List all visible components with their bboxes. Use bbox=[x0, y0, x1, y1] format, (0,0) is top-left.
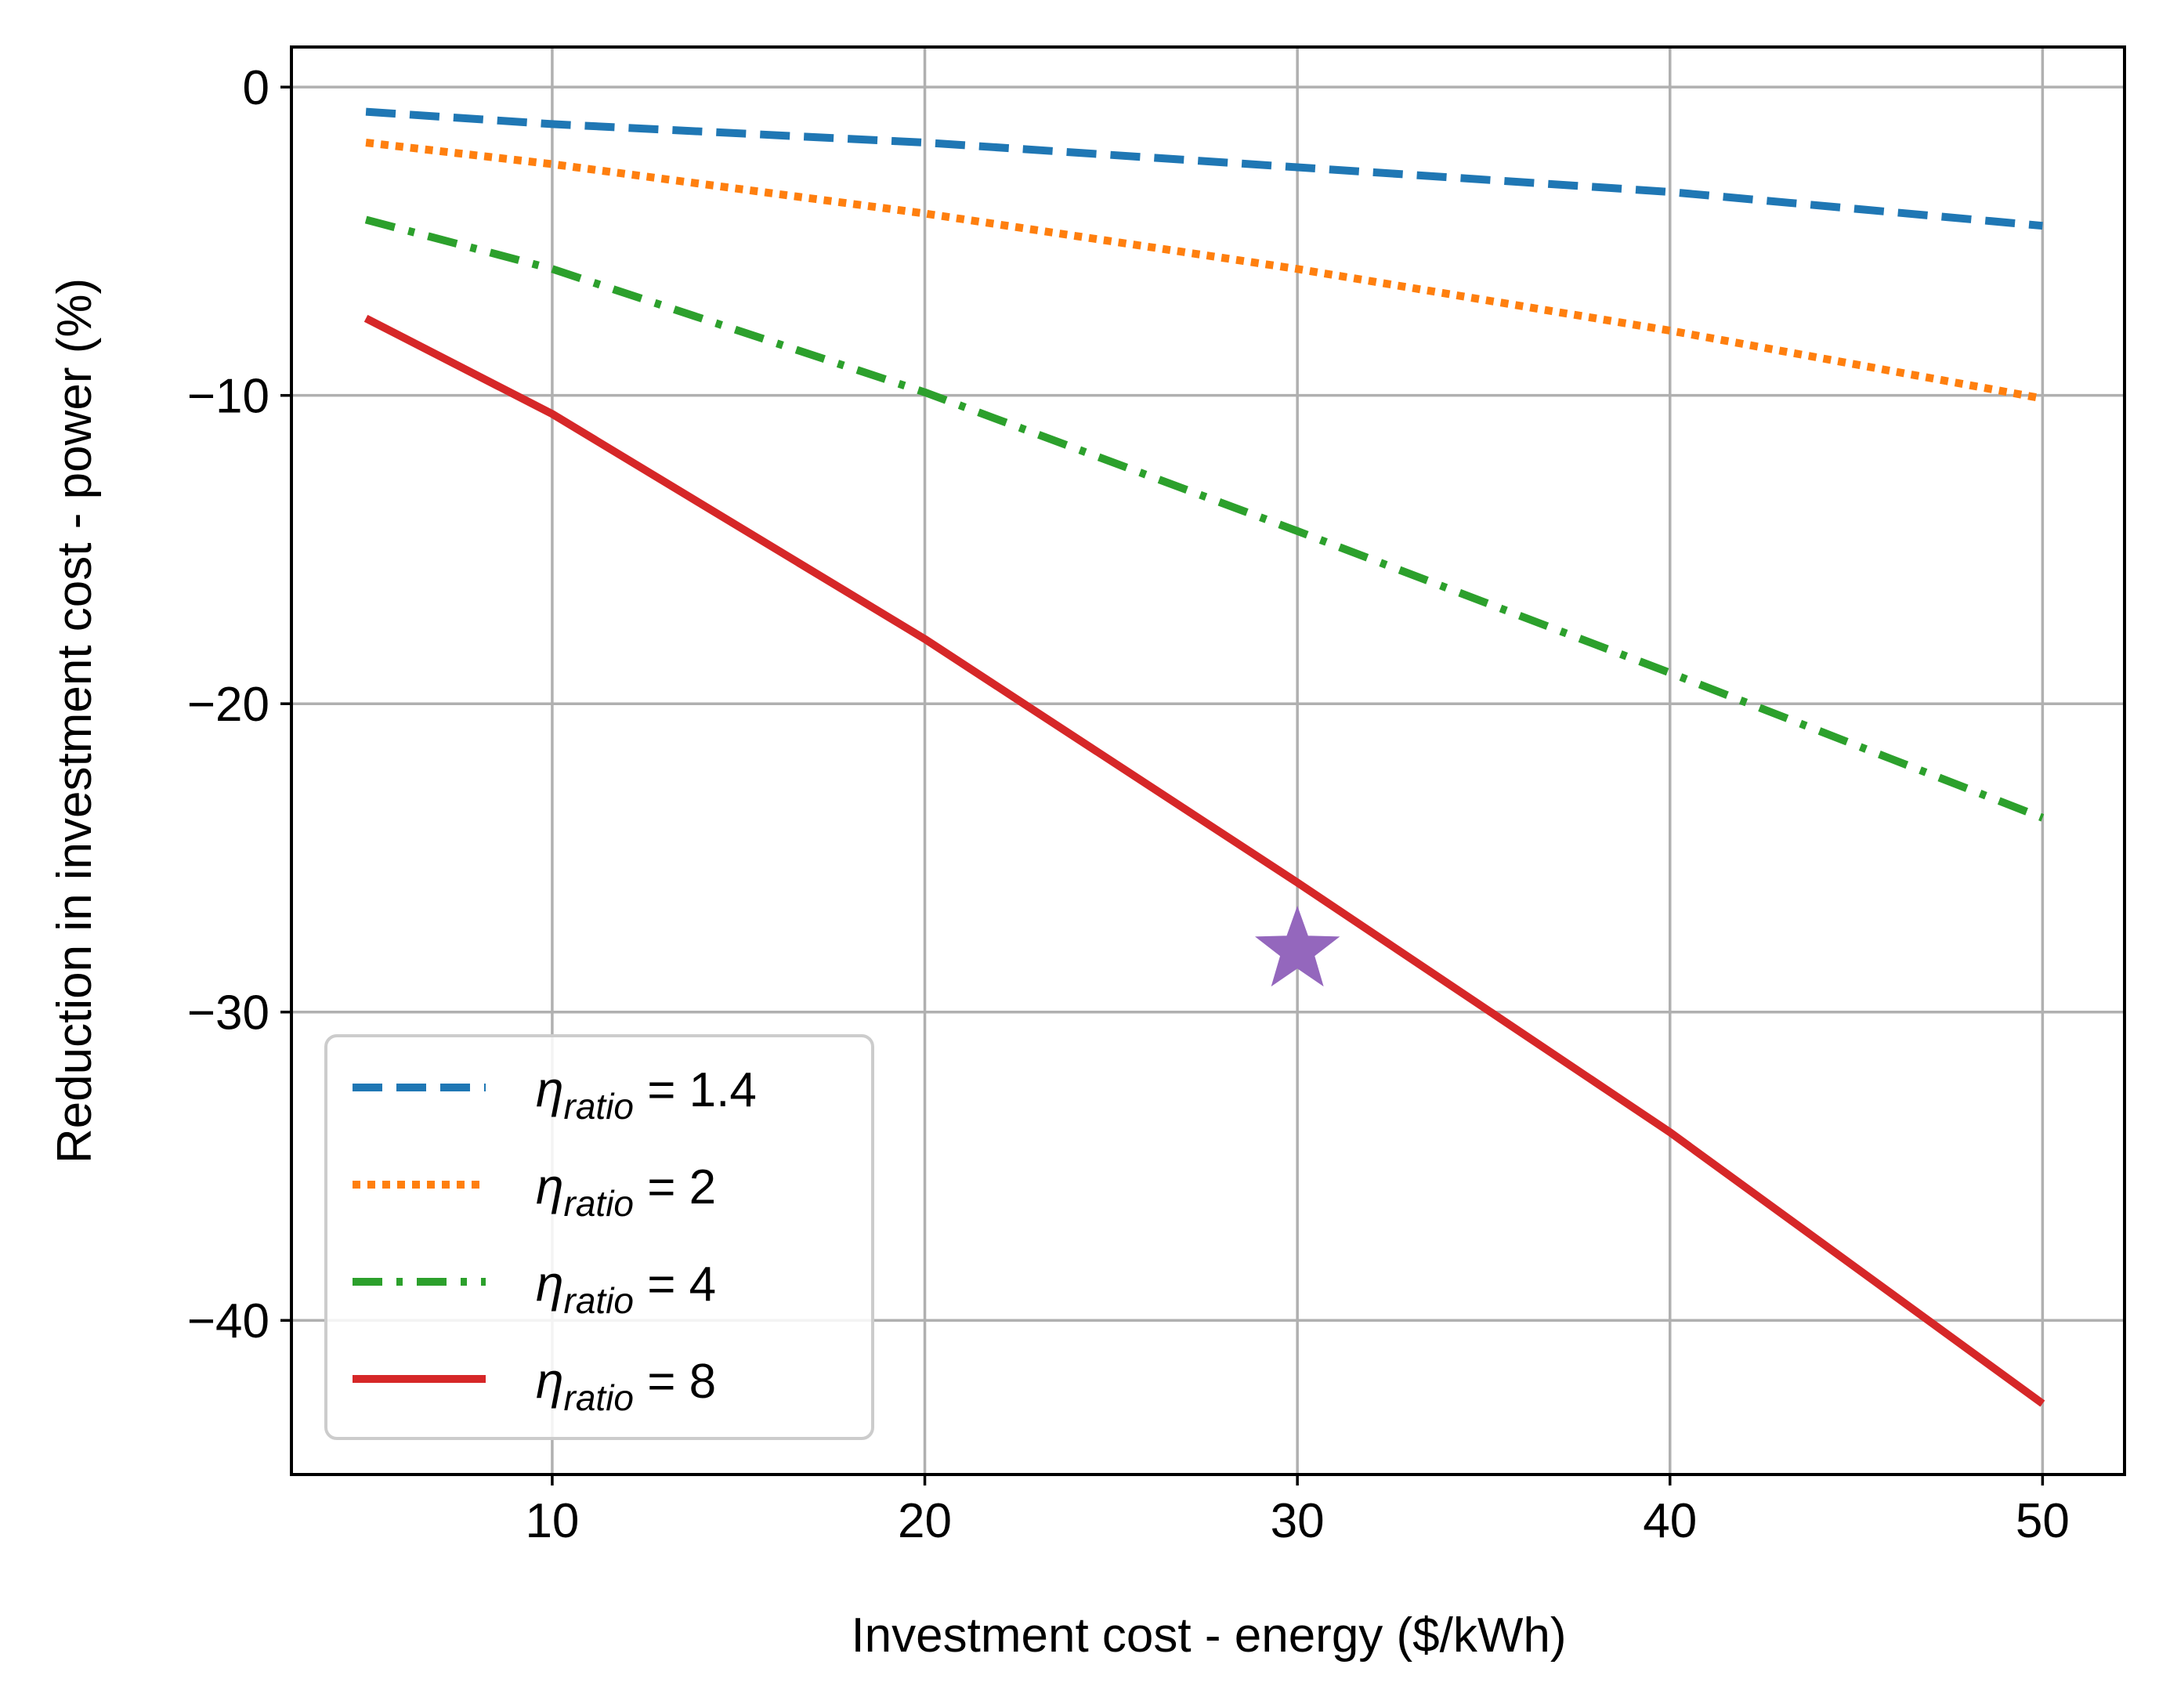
y-tick-label: −10 bbox=[187, 370, 269, 424]
y-tick-label: 0 bbox=[243, 61, 269, 115]
legend-label-4: ηratio = 8 bbox=[536, 1352, 716, 1418]
axis-ticks: 10 20 30 40 50 0 −10 −20 −30 −40 bbox=[187, 61, 2070, 1548]
x-tick-label: 40 bbox=[1643, 1494, 1697, 1548]
x-tick-label: 10 bbox=[525, 1494, 579, 1548]
x-tick-label: 50 bbox=[2016, 1494, 2070, 1548]
legend-box bbox=[324, 1034, 874, 1440]
grid bbox=[291, 47, 2125, 1475]
star-marker bbox=[1254, 906, 1340, 987]
x-tick-label: 30 bbox=[1271, 1494, 1325, 1548]
series-line-1 bbox=[365, 107, 2043, 230]
legend-label-2: ηratio = 2 bbox=[536, 1158, 716, 1224]
y-tick-label: −40 bbox=[187, 1294, 269, 1348]
series-line-4 bbox=[363, 314, 2045, 1407]
y-axis-label: Reduction in investment cost - power (%) bbox=[48, 278, 102, 1163]
y-tick-label: −20 bbox=[187, 678, 269, 732]
series-lines bbox=[363, 107, 2045, 1407]
legend: ηratio = 1.4 ηratio = 2 ηratio = 4 ηratio =… bbox=[324, 1034, 874, 1440]
plot-area-frame bbox=[290, 45, 2126, 1476]
legend-label-3: ηratio = 4 bbox=[536, 1255, 716, 1321]
annotation-markers bbox=[1254, 906, 1340, 987]
x-tick-label: 20 bbox=[898, 1494, 952, 1548]
series-line-2 bbox=[365, 139, 2044, 403]
y-tick-label: −30 bbox=[187, 986, 269, 1040]
legend-label-1: ηratio = 1.4 bbox=[536, 1061, 757, 1127]
series-line-3 bbox=[364, 215, 2045, 822]
x-axis-label: Investment cost - energy ($/kWh) bbox=[851, 1608, 1566, 1663]
